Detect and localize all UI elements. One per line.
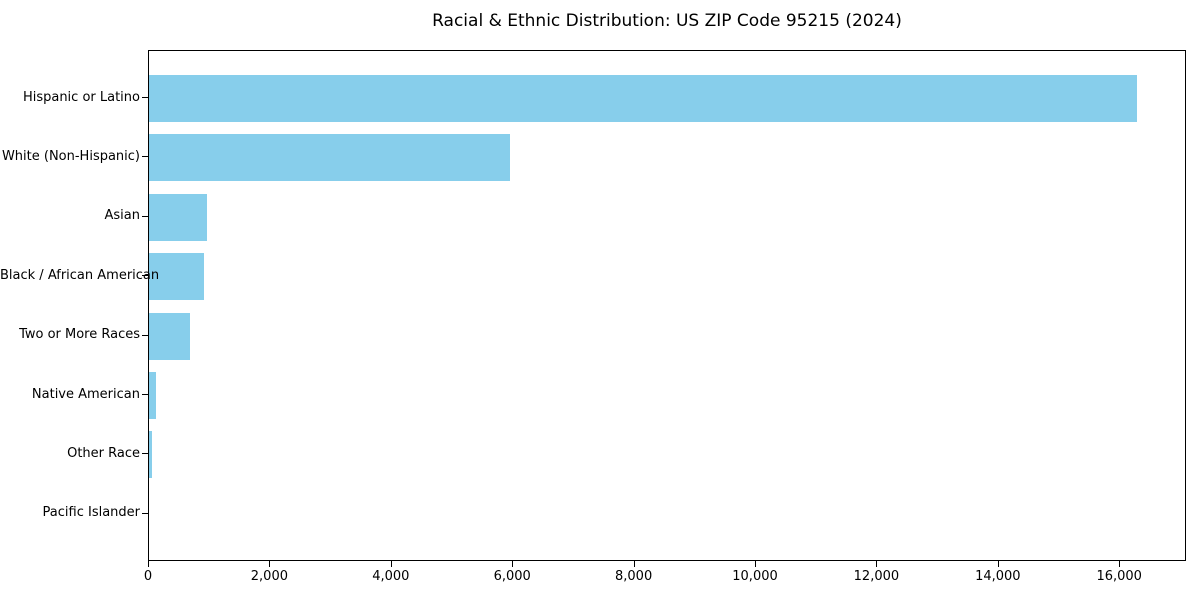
x-tick xyxy=(876,561,878,567)
bar xyxy=(149,75,1137,122)
y-tick xyxy=(142,275,148,277)
y-tick-label: Two or More Races xyxy=(19,327,140,343)
bar xyxy=(149,372,157,419)
y-tick-label: Pacific Islander xyxy=(42,505,140,521)
y-tick xyxy=(142,453,148,455)
bar xyxy=(149,134,511,182)
x-tick xyxy=(148,561,149,567)
x-tick xyxy=(755,561,757,567)
x-tick xyxy=(390,561,392,567)
y-tick xyxy=(142,215,148,217)
y-tick-label: Asian xyxy=(104,208,140,224)
chart-title: Racial & Ethnic Distribution: US ZIP Cod… xyxy=(432,11,902,31)
x-tick-label: 2,000 xyxy=(250,569,288,584)
x-tick-label: 14,000 xyxy=(975,569,1021,584)
x-tick-label: 12,000 xyxy=(853,569,900,584)
y-tick-label: Native American xyxy=(31,386,140,402)
x-tick xyxy=(1119,561,1121,567)
y-tick xyxy=(142,334,148,336)
x-tick-label: 0 xyxy=(143,569,153,584)
y-tick-label: White (Non-Hispanic) xyxy=(1,148,140,164)
x-tick xyxy=(512,561,514,567)
x-tick xyxy=(633,561,635,567)
y-tick xyxy=(142,394,148,395)
x-tick-label: 8,000 xyxy=(615,569,653,584)
y-tick-label: Black / African American xyxy=(0,267,160,283)
x-tick-label: 10,000 xyxy=(732,569,778,584)
plot-area xyxy=(148,50,1186,561)
x-tick-label: 4,000 xyxy=(372,569,410,584)
y-tick-label: Hispanic or Latino xyxy=(22,89,140,105)
y-tick xyxy=(142,512,148,514)
bar xyxy=(149,253,204,301)
x-tick xyxy=(997,561,999,567)
y-tick xyxy=(142,156,148,158)
x-tick xyxy=(269,561,271,567)
bar xyxy=(149,312,191,360)
bar xyxy=(149,193,208,241)
y-tick xyxy=(142,97,148,98)
bar xyxy=(149,431,153,479)
x-tick-label: 6,000 xyxy=(493,569,531,584)
y-tick-label: Other Race xyxy=(67,445,140,461)
x-tick-label: 16,000 xyxy=(1096,569,1142,584)
